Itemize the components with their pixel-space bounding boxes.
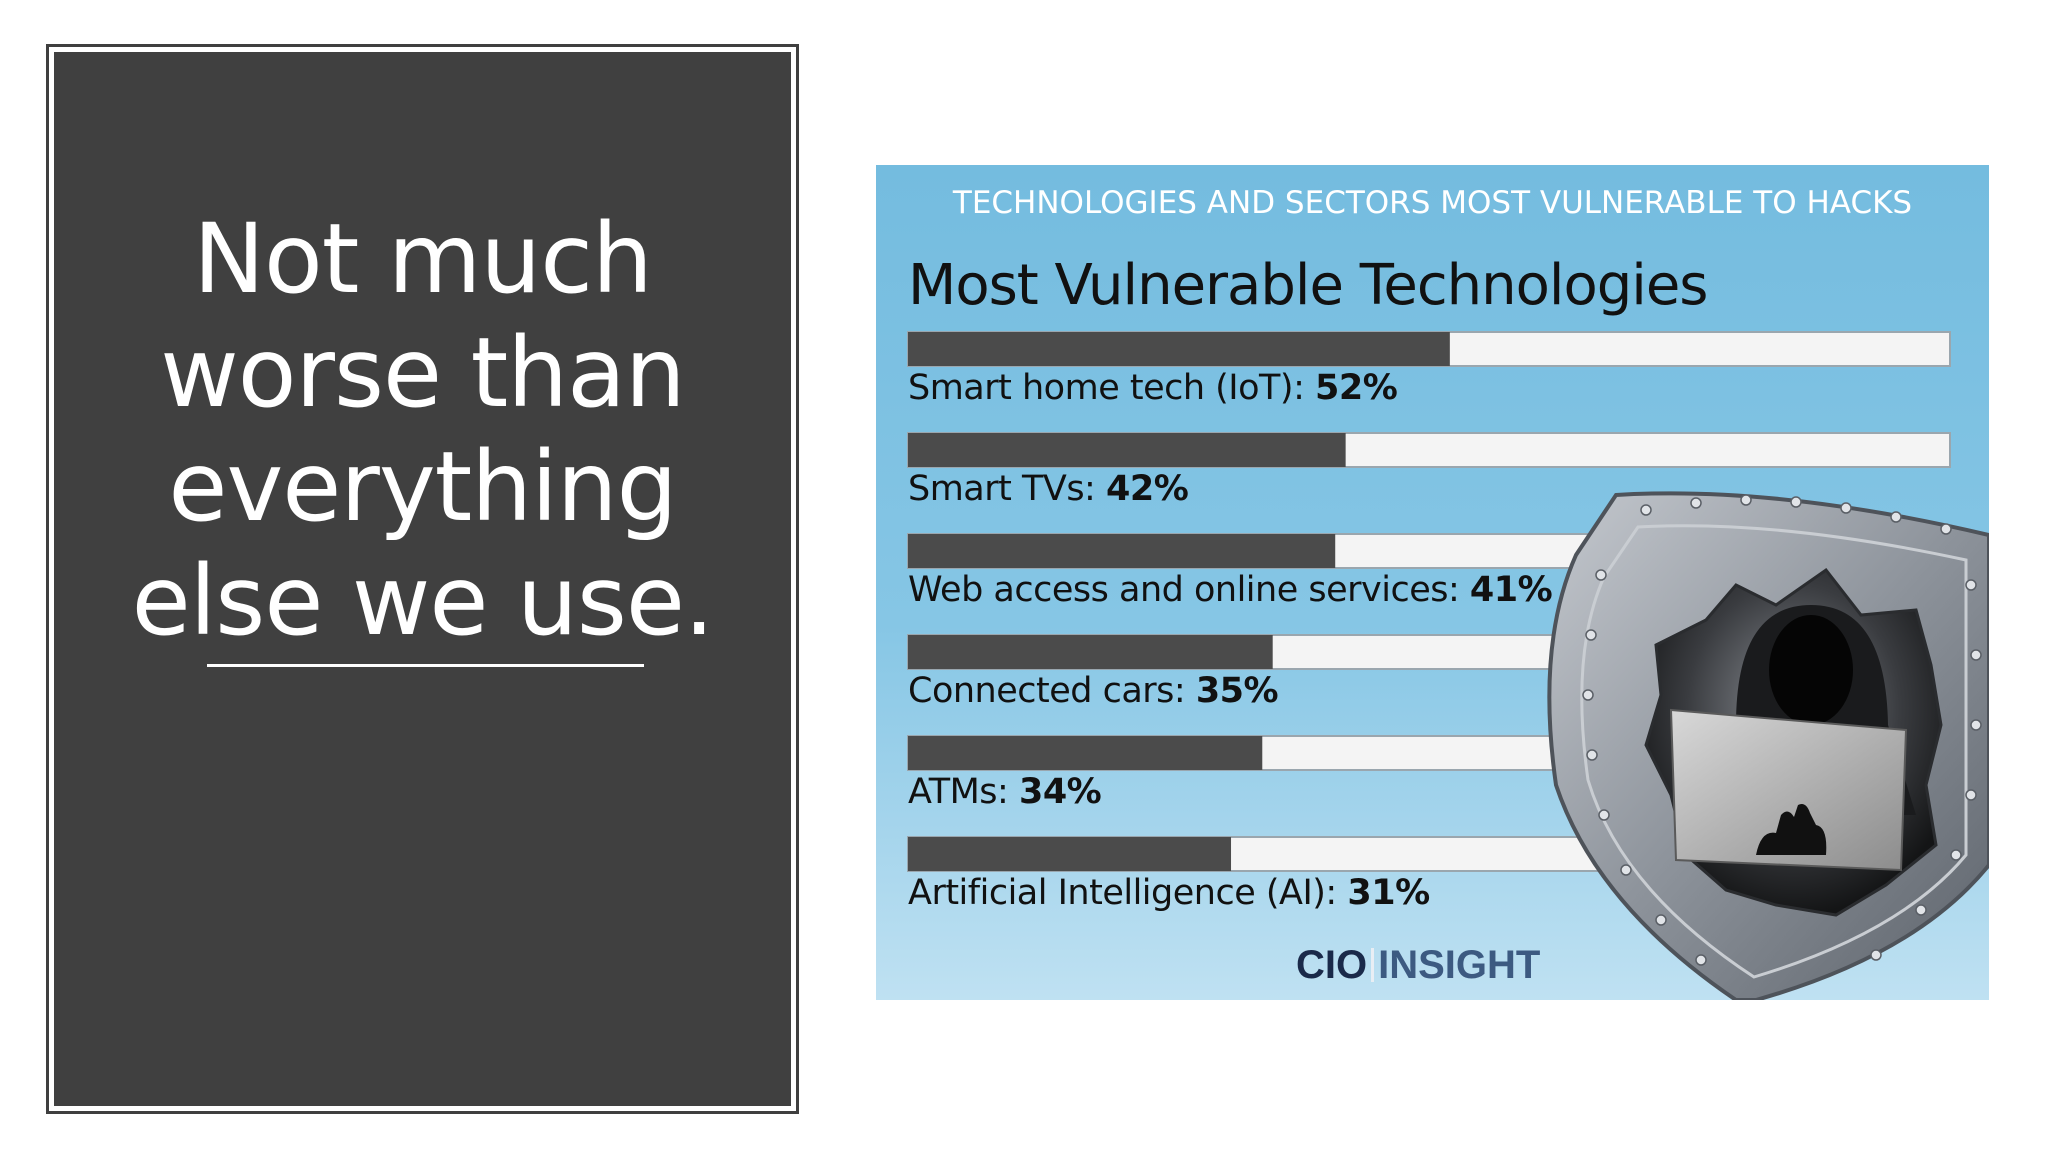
- title-panel-inner: Not much worse than everything else we u…: [54, 52, 791, 1106]
- value-label: 34%: [1018, 772, 1102, 812]
- shield-rivet: [1965, 789, 1977, 801]
- chart-title: Most Vulnerable Technologies: [908, 253, 1708, 318]
- bar-label: Smart TVs: 42%: [908, 469, 1189, 509]
- bar: [908, 332, 1450, 366]
- shield-rivet: [1620, 864, 1632, 876]
- bar-label: ATMs: 34%: [908, 772, 1102, 812]
- hacker-face: [1769, 615, 1853, 725]
- value-label: 41%: [1469, 570, 1553, 610]
- bar: [908, 433, 1346, 467]
- shield-rivet: [1965, 579, 1977, 591]
- bar: [908, 635, 1273, 669]
- category-label: Web access and online services:: [908, 570, 1470, 610]
- category-label: Smart TVs:: [908, 469, 1106, 509]
- hooded-hacker-shield-icon: [1547, 491, 1989, 1000]
- shield-rivet: [1640, 504, 1652, 516]
- title-underline: [207, 664, 644, 667]
- bar: [908, 534, 1336, 568]
- bar: [908, 837, 1232, 871]
- shield-rivet: [1586, 749, 1598, 761]
- bar-label: Web access and online services: 41%: [908, 570, 1553, 610]
- shield-rivet: [1970, 719, 1982, 731]
- shield-rivet: [1595, 569, 1607, 581]
- brand-separator: [1371, 948, 1375, 982]
- bar-label: Connected cars: 35%: [908, 671, 1279, 711]
- value-label: 52%: [1315, 368, 1398, 408]
- brand-part-2: INSIGHT: [1378, 943, 1541, 987]
- bar: [908, 736, 1263, 770]
- shield-rivet: [1582, 689, 1594, 701]
- value-label: 35%: [1195, 671, 1279, 711]
- shield-rivet: [1915, 904, 1927, 916]
- shield-rivet: [1740, 494, 1752, 506]
- title-panel: Not much worse than everything else we u…: [46, 44, 799, 1114]
- category-label: ATMs:: [908, 772, 1019, 812]
- shield-rivet: [1790, 496, 1802, 508]
- hacker-hand: [1756, 804, 1827, 855]
- shield-rivet: [1870, 949, 1882, 961]
- shield-rivet: [1690, 497, 1702, 509]
- shield-rivet: [1655, 914, 1667, 926]
- category-label: Connected cars:: [908, 671, 1196, 711]
- category-label: Smart home tech (IoT):: [908, 368, 1315, 408]
- shield-rivet: [1970, 649, 1982, 661]
- shield-rivet: [1695, 954, 1707, 966]
- value-label: 42%: [1105, 469, 1189, 509]
- infographic-kicker: TECHNOLOGIES AND SECTORS MOST VULNERABLE…: [952, 185, 1913, 221]
- shield-rivet: [1940, 523, 1952, 535]
- shield-rivet: [1890, 511, 1902, 523]
- shield-rivet: [1840, 502, 1852, 514]
- bar-label: Smart home tech (IoT): 52%: [908, 368, 1398, 408]
- laptop: [1669, 708, 1908, 872]
- category-label: Artificial Intelligence (AI):: [908, 873, 1348, 913]
- shield-rivet: [1950, 849, 1962, 861]
- shield-inner-edge: [1580, 524, 1968, 979]
- bar-chart-svg: [907, 331, 1989, 1000]
- bar-label: Artificial Intelligence (AI): 31%: [908, 873, 1430, 913]
- slide-title: Not much worse than everything else we u…: [131, 203, 715, 657]
- shield-rivet: [1585, 629, 1597, 641]
- value-label: 31%: [1347, 873, 1430, 913]
- brand-part-1: CIO: [1296, 943, 1368, 987]
- brand-logo: CIO INSIGHT: [1296, 943, 1540, 988]
- shield-rivet: [1598, 809, 1610, 821]
- infographic-chart: TECHNOLOGIES AND SECTORS MOST VULNERABLE…: [876, 165, 1989, 1000]
